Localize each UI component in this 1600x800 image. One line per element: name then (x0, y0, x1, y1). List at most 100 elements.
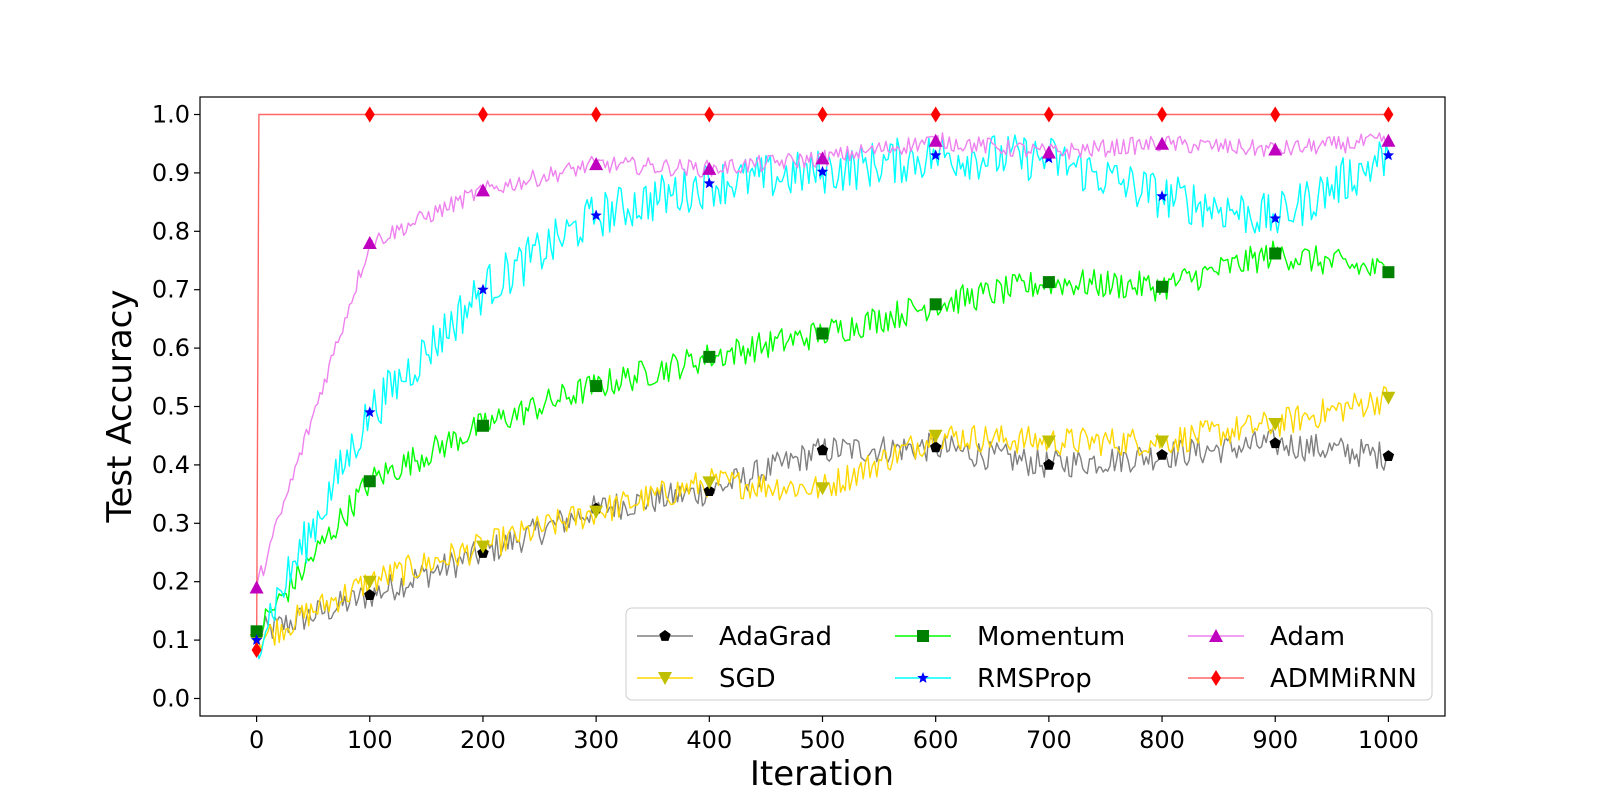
legend-item-admmirnn: ADMMiRNN (1188, 664, 1417, 694)
data-point-sgd (475, 540, 490, 554)
data-point-sgd (1041, 435, 1056, 449)
x-tick-label: 300 (573, 726, 619, 754)
data-point-adam (702, 161, 717, 175)
data-point-rmsprop (250, 634, 263, 645)
data-point-momentum (816, 327, 829, 340)
legend: AdaGrad SGD Momentum RMSProp Adam ADMMiRNN (625, 607, 1433, 701)
data-point-sgd (589, 505, 604, 519)
data-point-adagrad (816, 444, 829, 456)
y-tick-label: 0.4 (152, 451, 190, 479)
data-point-adam (815, 151, 830, 165)
data-point-rmsprop (816, 165, 829, 177)
data-point-adam (1155, 136, 1170, 150)
series-line-rmsprop (255, 134, 1390, 660)
legend-label: AdaGrad (719, 622, 832, 652)
data-point-sgd (815, 482, 830, 496)
legend-item-sgd: SGD (637, 664, 776, 694)
data-point-admmirnn (930, 106, 941, 123)
data-point-sgd (1268, 418, 1283, 432)
data-point-rmsprop (1269, 212, 1281, 224)
data-point-momentum (1042, 276, 1055, 289)
series-line-adagrad (255, 429, 1389, 640)
data-point-momentum (476, 419, 489, 432)
legend-frame (625, 607, 1433, 701)
data-point-admmirnn (1383, 106, 1394, 123)
y-tick-label: 0.7 (152, 276, 190, 304)
data-point-rmsprop (930, 149, 942, 161)
data-point-rmsprop (477, 283, 489, 295)
data-point-admmirnn (1270, 106, 1281, 123)
data-point-momentum (363, 475, 376, 488)
y-tick-label: 0.9 (152, 159, 190, 187)
legend-label: Momentum (977, 622, 1125, 652)
legend-marker (917, 672, 929, 683)
x-tick-label: 400 (686, 726, 732, 754)
x-tick-label: 500 (800, 726, 846, 754)
legend-marker (1211, 670, 1221, 686)
legend-label: Adam (1270, 622, 1345, 652)
data-point-adam (475, 183, 490, 197)
series-line-adam (255, 132, 1389, 588)
y-tick-label: 0.1 (152, 626, 190, 654)
data-point-momentum (1156, 280, 1169, 293)
x-axis-label: Iteration (750, 754, 894, 794)
legend-label: RMSProp (977, 664, 1092, 694)
data-point-adagrad (364, 589, 376, 600)
data-point-sgd (1155, 435, 1170, 449)
data-point-adagrad (930, 441, 942, 453)
data-point-admmirnn (364, 106, 375, 123)
x-tick-label: 1000 (1358, 726, 1419, 754)
data-point-sgd (362, 575, 377, 589)
data-point-rmsprop (703, 177, 715, 189)
data-point-admmirnn (1043, 106, 1054, 123)
data-point-rmsprop (1382, 149, 1395, 161)
y-tick-label: 0.3 (152, 509, 190, 537)
series-line-momentum (256, 240, 1390, 634)
data-point-adagrad (703, 485, 715, 496)
y-tick-label: 0.0 (152, 684, 190, 712)
y-tick-label: 1.0 (152, 101, 190, 129)
x-tick-label: 200 (460, 726, 506, 754)
x-tick-label: 600 (913, 726, 959, 754)
data-point-momentum (703, 350, 716, 363)
y-tick-label: 0.5 (152, 393, 190, 421)
legend-marker (659, 630, 671, 641)
data-point-adam (1041, 145, 1056, 159)
data-point-momentum (1269, 247, 1282, 260)
data-point-admmirnn (251, 642, 262, 659)
data-point-adam (1268, 142, 1283, 156)
data-point-momentum (1382, 266, 1395, 279)
series-markers (249, 106, 1396, 659)
data-point-admmirnn (1157, 106, 1168, 123)
y-tick-label: 0.8 (152, 217, 190, 245)
data-point-adagrad (1156, 449, 1168, 460)
y-axis-ticks: 0.0 0.1 0.2 0.3 0.4 0.5 0.6 0.7 0.8 0.9 1.0 (152, 101, 200, 712)
data-point-admmirnn (591, 106, 602, 123)
data-point-adam (362, 235, 377, 249)
data-point-adagrad (1382, 450, 1395, 461)
data-point-sgd (1381, 391, 1396, 405)
legend-item-adagrad: AdaGrad (637, 622, 832, 652)
legend-item-momentum: Momentum (895, 622, 1125, 652)
legend-label: ADMMiRNN (1270, 664, 1417, 694)
data-point-adagrad (1269, 437, 1281, 449)
y-tick-label: 0.2 (152, 568, 190, 596)
data-point-adam (1381, 133, 1396, 147)
data-point-momentum (590, 380, 603, 393)
x-tick-label: 0 (249, 726, 264, 754)
data-point-admmirnn (817, 106, 828, 123)
data-point-momentum (250, 625, 263, 638)
data-point-adagrad (1043, 458, 1055, 470)
x-tick-label: 100 (347, 726, 393, 754)
data-point-admmirnn (477, 106, 488, 123)
legend-marker (1209, 629, 1223, 642)
data-point-adam (249, 580, 264, 594)
data-point-rmsprop (364, 406, 376, 418)
data-point-rmsprop (590, 209, 602, 221)
data-point-sgd (928, 429, 943, 443)
legend-label: SGD (719, 664, 776, 694)
data-point-momentum (929, 298, 942, 311)
data-point-sgd (702, 476, 717, 490)
y-axis-label: Test Accuracy (100, 290, 140, 524)
